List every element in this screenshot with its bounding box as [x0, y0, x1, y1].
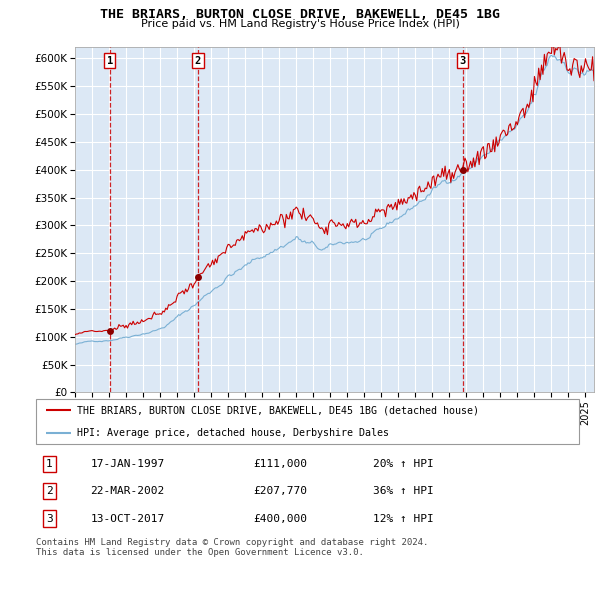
- Text: Price paid vs. HM Land Registry's House Price Index (HPI): Price paid vs. HM Land Registry's House …: [140, 19, 460, 30]
- Text: THE BRIARS, BURTON CLOSE DRIVE, BAKEWELL, DE45 1BG (detached house): THE BRIARS, BURTON CLOSE DRIVE, BAKEWELL…: [77, 405, 479, 415]
- Text: 13-OCT-2017: 13-OCT-2017: [91, 513, 164, 523]
- Text: 17-JAN-1997: 17-JAN-1997: [91, 459, 164, 469]
- Text: 3: 3: [46, 513, 53, 523]
- Text: HPI: Average price, detached house, Derbyshire Dales: HPI: Average price, detached house, Derb…: [77, 428, 389, 438]
- Text: £400,000: £400,000: [253, 513, 307, 523]
- Text: 1: 1: [46, 459, 53, 469]
- FancyBboxPatch shape: [36, 399, 579, 444]
- Text: 3: 3: [460, 56, 466, 66]
- Text: £207,770: £207,770: [253, 486, 307, 496]
- Text: 20% ↑ HPI: 20% ↑ HPI: [373, 459, 433, 469]
- Text: 1: 1: [107, 56, 113, 66]
- Text: THE BRIARS, BURTON CLOSE DRIVE, BAKEWELL, DE45 1BG: THE BRIARS, BURTON CLOSE DRIVE, BAKEWELL…: [100, 8, 500, 21]
- Text: £111,000: £111,000: [253, 459, 307, 469]
- Text: Contains HM Land Registry data © Crown copyright and database right 2024.
This d: Contains HM Land Registry data © Crown c…: [36, 538, 428, 558]
- Text: 36% ↑ HPI: 36% ↑ HPI: [373, 486, 433, 496]
- Text: 22-MAR-2002: 22-MAR-2002: [91, 486, 164, 496]
- Text: 12% ↑ HPI: 12% ↑ HPI: [373, 513, 433, 523]
- Text: 2: 2: [46, 486, 53, 496]
- Text: 2: 2: [195, 56, 201, 66]
